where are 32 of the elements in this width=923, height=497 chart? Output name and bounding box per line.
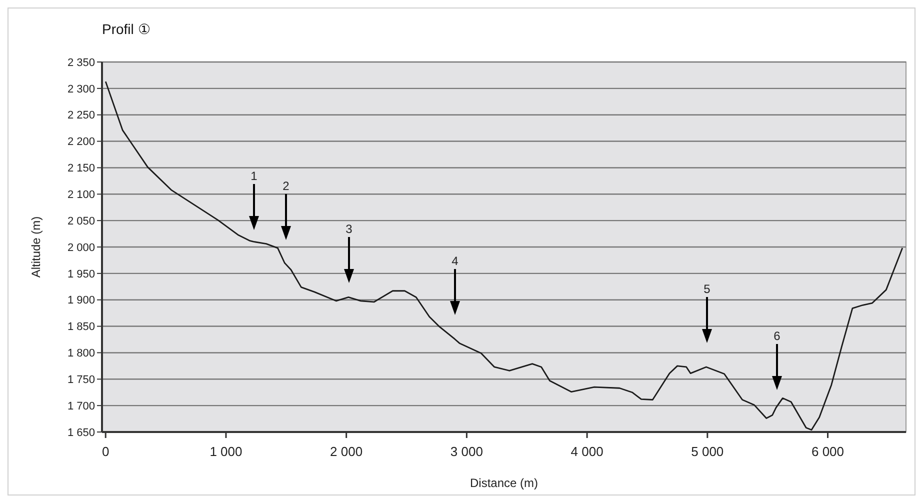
y-tick-label: 2 150 bbox=[67, 162, 95, 175]
chart-title: Profil ① bbox=[102, 21, 151, 37]
annotation: 5 bbox=[704, 282, 711, 296]
y-tick-label: 1 900 bbox=[67, 294, 95, 307]
y-tick-label: 2 050 bbox=[67, 215, 95, 228]
annotation: 6 bbox=[774, 329, 781, 343]
y-tick-label: 1 750 bbox=[67, 374, 95, 386]
y-tick-label: 1 950 bbox=[67, 268, 95, 280]
y-tick-label: 2 250 bbox=[67, 110, 95, 122]
x-tick-label: 0 bbox=[102, 444, 110, 459]
annotation: 1 bbox=[250, 169, 258, 183]
x-tick-label: 5 000 bbox=[691, 444, 724, 459]
y-tick-label: 2 000 bbox=[67, 242, 95, 254]
y-axis-title: Altitude (m) bbox=[29, 216, 43, 278]
x-tick-label: 3 000 bbox=[450, 444, 483, 459]
x-tick-label: 1 000 bbox=[210, 444, 242, 459]
x-tick-label: 4 000 bbox=[570, 444, 604, 459]
y-tick-label: 1 650 bbox=[67, 426, 95, 439]
y-tick-label: 2 100 bbox=[67, 188, 95, 201]
annotation: 2 bbox=[282, 179, 290, 193]
annotation: 3 bbox=[346, 222, 353, 236]
x-tick-label: 6 000 bbox=[811, 444, 844, 459]
y-tick-label: 1 800 bbox=[67, 348, 95, 360]
x-axis-title: Distance (m) bbox=[470, 476, 538, 490]
y-tick-label: 1 700 bbox=[67, 400, 95, 412]
line-series bbox=[104, 80, 904, 431]
y-tick-label: 2 200 bbox=[67, 136, 95, 148]
x-tick-label: 2 000 bbox=[330, 444, 363, 459]
annotation: 4 bbox=[452, 254, 459, 268]
y-tick-label: 1 850 bbox=[67, 321, 95, 334]
y-tick-label: 2 300 bbox=[67, 83, 95, 96]
y-tick-label: 2 350 bbox=[67, 56, 95, 69]
